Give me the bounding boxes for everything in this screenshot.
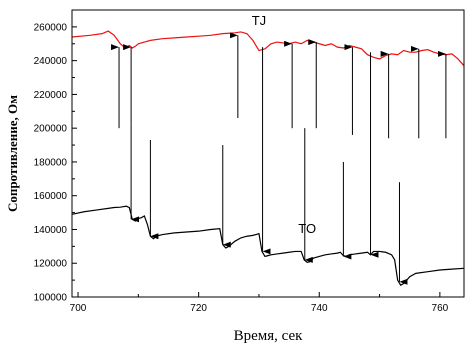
y-axis-title: Сопротивление, Ом [5, 95, 20, 212]
y-tick-label: 180000 [34, 157, 68, 168]
y-tick-label: 120000 [34, 259, 68, 270]
y-tick-label: 160000 [34, 191, 68, 202]
x-tick-label: 740 [311, 303, 328, 314]
y-tick-label: 200000 [34, 124, 68, 135]
x-tick-label: 720 [190, 303, 207, 314]
y-tick-label: 140000 [34, 225, 68, 236]
annotation-label-to: TO [298, 221, 316, 236]
x-tick-label: 760 [432, 303, 449, 314]
y-tick-label: 260000 [34, 22, 68, 33]
y-tick-label: 220000 [34, 90, 68, 101]
plot-area: TJ TO [71, 13, 465, 286]
x-axis-title: Время, сек [234, 328, 304, 344]
series-line-to [71, 205, 465, 286]
y-tick-label: 100000 [34, 293, 68, 304]
axis-ticks: 700 720 740 760 100000 120000 140000 160000 1800… [34, 22, 449, 314]
y-tick-label: 240000 [34, 56, 68, 67]
plot-frame [71, 9, 465, 298]
annotation-label-tj: TJ [252, 13, 266, 28]
x-tick-label: 700 [70, 303, 87, 314]
